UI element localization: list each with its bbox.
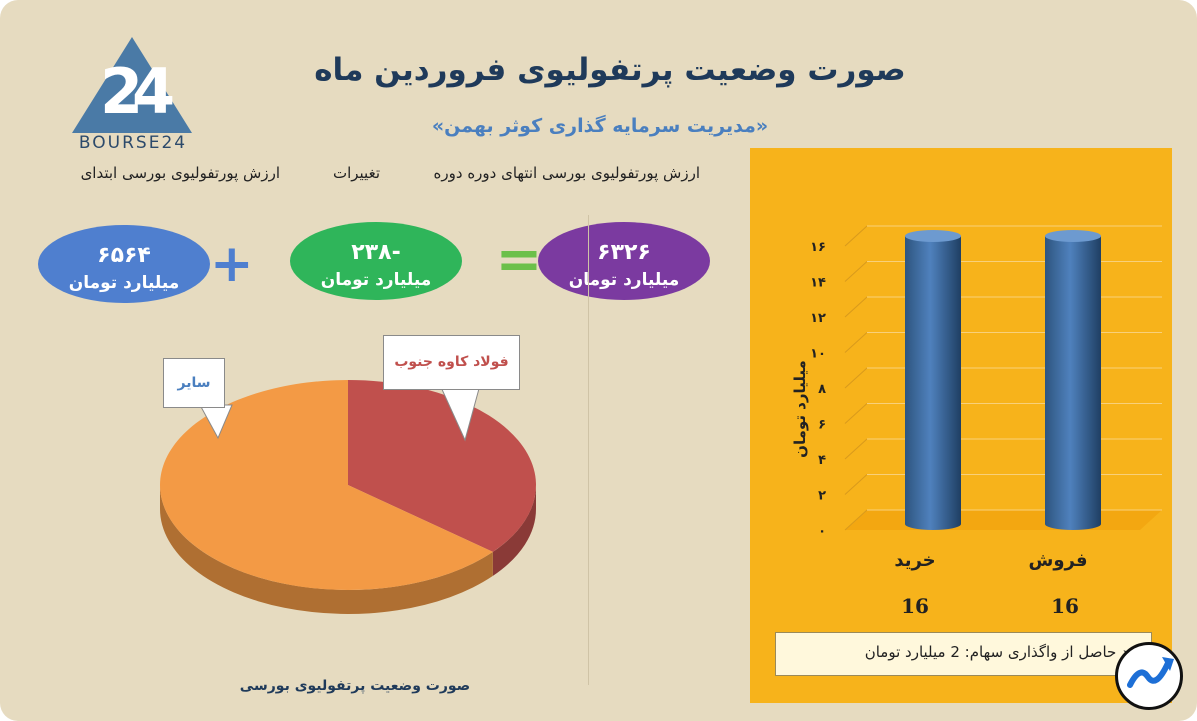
page-title: صورت وضعیت پرتفولیوی فروردین ماه	[314, 52, 906, 88]
end-value-label: ارزش پورتفولیوی بورسی انتهای دوره دوره	[433, 164, 700, 182]
bar-floor	[845, 510, 1162, 530]
end-unit: میلیارد تومان	[568, 270, 680, 290]
bar-data-label-buy: 16	[901, 594, 929, 618]
equals-sign: =	[495, 227, 543, 292]
end-value: ۶۳۲۶	[597, 240, 651, 265]
bar-y-tick-7: ۱۴	[810, 276, 826, 291]
start-unit: میلیارد تومان	[68, 273, 180, 293]
svg-text:4: 4	[132, 55, 175, 128]
pie-slice-side-1	[160, 485, 493, 614]
section-divider	[588, 215, 589, 685]
bar-grid-diag-2	[844, 438, 868, 460]
start-value-label: ارزش پورتفولیوی بورسی ابتدای	[80, 164, 280, 182]
bar-y-axis-label: میلیارد تومان	[791, 360, 809, 458]
bar-grid-diag-3	[844, 403, 868, 424]
logo-text: BOURSE24	[78, 133, 188, 153]
svg-text:2: 2	[100, 55, 143, 128]
bar-y-tick-2: ۴	[818, 453, 826, 468]
pie-label-other: سایر	[163, 358, 225, 408]
bar-y-tick-4: ۸	[818, 382, 826, 397]
bar-y-tick-6: ۱۲	[810, 311, 826, 326]
bar-data-label-sell: 16	[1051, 594, 1079, 618]
plus-sign: +	[210, 234, 254, 294]
pie-chart	[160, 380, 536, 614]
pie-slice-0	[348, 380, 536, 552]
page-subtitle: «مدیریت سرمایه گذاری کوثر بهمن»	[431, 115, 769, 137]
bar-grid-diag-1	[844, 474, 868, 495]
pie-caption: صورت وضعیت پرتفولیوی بورسی	[239, 678, 471, 694]
bar-grid-diag-0	[844, 509, 868, 531]
bar-y-tick-1: ۲	[818, 489, 826, 504]
pie-slice-side-0	[492, 485, 536, 576]
bar-chart-panel: ۰ ۲ ۴ ۶ ۸ ۱۰ ۱۲ ۱۴ ۱۶	[750, 148, 1172, 703]
end-value-ellipse: ۶۳۲۶ میلیارد تومان	[538, 222, 710, 300]
bar-grid-diag-6	[844, 296, 868, 318]
trend-badge-icon	[1115, 642, 1183, 710]
bar-chart: ۰ ۲ ۴ ۶ ۸ ۱۰ ۱۲ ۱۴ ۱۶	[810, 225, 1162, 539]
net-trade-note-box	[775, 632, 1152, 676]
start-value-ellipse: ۶۵۶۴ میلیارد تومان	[38, 225, 210, 303]
change-label: تغییرات	[332, 164, 380, 182]
bar-y-tick-3: ۶	[818, 418, 826, 433]
bar-category-sell: فروش	[1028, 550, 1088, 571]
bar-grid-diag-4	[844, 367, 868, 389]
net-trade-note: ود حاصل از واگذاری سهام: 2 میلیارد تومان	[864, 643, 1135, 661]
bar-grid-diag-7	[844, 261, 868, 282]
change-value: -۲۳۸	[351, 240, 401, 265]
pie-slice-1	[160, 380, 493, 590]
change-value-ellipse: -۲۳۸ میلیارد تومان	[290, 222, 462, 300]
bar-y-tick-8: ۱۶	[810, 240, 826, 255]
bar-top-0	[905, 230, 961, 242]
bar-grid-diag-5	[844, 332, 868, 353]
bar-category-buy: خرید	[894, 550, 936, 571]
bar-grid-diag-8	[844, 225, 868, 247]
bar-y-tick-5: ۱۰	[810, 347, 826, 362]
bar-top-1	[1045, 230, 1101, 242]
bar-1	[1045, 236, 1101, 530]
bar-y-tick-0: ۰	[818, 524, 826, 539]
bar-0	[905, 236, 961, 530]
change-unit: میلیارد تومان	[320, 270, 432, 290]
start-value: ۶۵۶۴	[97, 243, 151, 268]
pie-label-folad: فولاد کاوه جنوب	[383, 335, 520, 390]
bourse24-logo-icon: 2 4	[72, 37, 192, 133]
